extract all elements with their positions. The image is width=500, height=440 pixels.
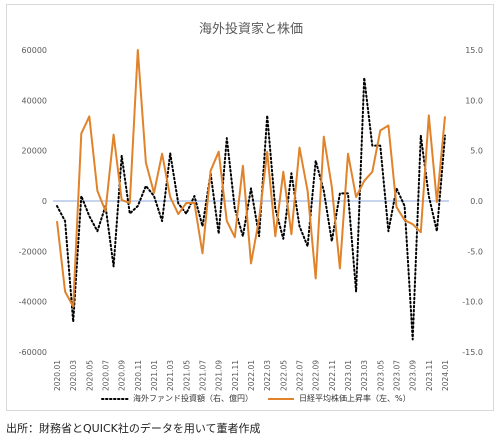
y-left-tick-label: 20000 (22, 147, 47, 156)
source-note: 出所：財務省とQUICK社のデータを用いて董者作成 (6, 422, 261, 435)
legend-solid-swatch (268, 397, 294, 400)
x-tick-label: 2023.01 (344, 360, 353, 391)
x-tick-label: 2021.07 (199, 360, 208, 391)
y-right-tick-label: 0.0 (470, 197, 483, 206)
x-tick-label: 2020.09 (118, 360, 127, 391)
x-tick-label: 2022.07 (296, 360, 305, 391)
series-line-solid (56, 49, 446, 308)
y-left-tick-label: -40000 (19, 298, 47, 307)
y-right-tick-label: -5.0 (467, 247, 483, 256)
x-tick-label: 2023.07 (393, 360, 402, 391)
y-right-tick-label: 10.0 (465, 96, 483, 105)
x-tick-label: 2022.09 (312, 360, 321, 391)
x-tick-label: 2020.11 (134, 360, 143, 391)
y-left-tick-label: 40000 (22, 96, 47, 105)
x-tick-label: 2022.11 (328, 360, 337, 391)
x-tick-label: 2021.01 (150, 360, 159, 391)
y-left-tick-label: -20000 (19, 247, 47, 256)
x-tick-label: 2023.05 (376, 360, 385, 391)
chart-frame: 海外投資家と株価 60000 40000 20000 0 -20000 -40000 -60… (6, 4, 494, 411)
x-tick-label: 2020.03 (69, 360, 78, 391)
legend-item-solid: 日経平均株価上昇率（左、%） (267, 393, 411, 404)
chart-title: 海外投資家と株価 (199, 21, 303, 37)
x-tick-label: 2020.07 (102, 360, 111, 391)
x-tick-label: 2020.05 (85, 360, 94, 391)
x-tick-label: 2022.05 (279, 360, 288, 391)
x-tick-label: 2021.05 (182, 360, 191, 391)
x-tick-label: 2023.03 (360, 360, 369, 391)
y-left-tick-label: 0 (42, 197, 47, 206)
x-tick-label: 2023.11 (425, 360, 434, 391)
x-tick-label: 2021.03 (166, 360, 175, 391)
x-tick-label: 2024.01 (441, 360, 450, 391)
y-left-tick-label: 60000 (22, 46, 47, 55)
x-tick-label: 2021.11 (231, 360, 240, 391)
x-tick-label: 2021.09 (215, 360, 224, 391)
y-right-tick-label: 15.0 (465, 46, 483, 55)
series-line-dotted (56, 76, 446, 341)
legend-dotted-swatch (101, 397, 129, 400)
legend-label-solid: 日経平均株価上昇率（左、%） (299, 394, 411, 403)
series-layer (56, 49, 446, 341)
y-right-tick-label: -15.0 (462, 348, 483, 357)
x-tick-label: 2022.03 (263, 360, 272, 391)
x-tick-label: 2023.09 (409, 360, 418, 391)
legend-item-dotted: 海外ファンド投資額（右、億円） (101, 393, 253, 404)
y-right-tick-label: 5.0 (470, 147, 483, 156)
x-tick-label: 2020.01 (53, 360, 62, 391)
x-tick-label: 2022.01 (247, 360, 256, 391)
y-right-tick-label: -10.0 (462, 298, 483, 307)
axes-layer: 60000 40000 20000 0 -20000 -40000 -60000 15.0 10… (19, 46, 483, 391)
y-left-tick-label: -60000 (19, 348, 47, 357)
legend-label-dotted: 海外ファンド投資額（右、億円） (133, 394, 253, 403)
chart-svg: 海外投資家と株価 60000 40000 20000 0 -20000 -40000 -60… (19, 21, 483, 391)
